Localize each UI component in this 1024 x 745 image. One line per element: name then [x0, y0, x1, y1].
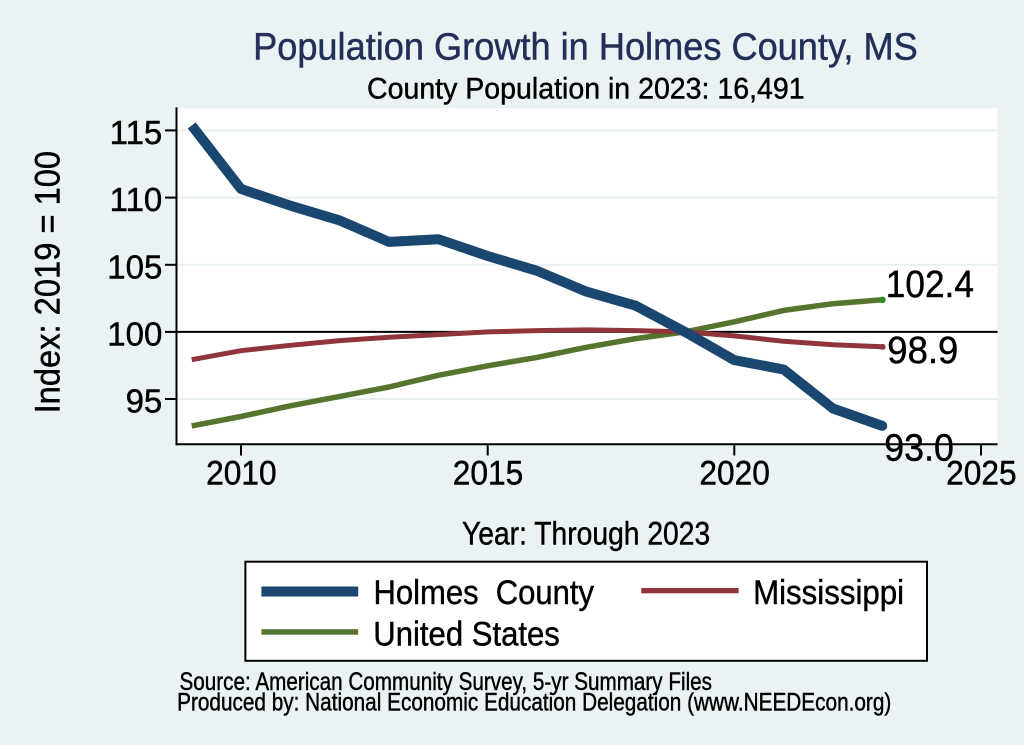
svg-text:Mississippi: Mississippi [753, 574, 904, 612]
svg-text:County Population in 2023: 16,: County Population in 2023: 16,491 [367, 73, 805, 106]
svg-text:110: 110 [110, 181, 163, 218]
svg-text:2025: 2025 [946, 455, 1017, 493]
svg-text:2015: 2015 [453, 455, 524, 493]
svg-text:United States: United States [373, 616, 560, 654]
svg-text:Population Growth in Holmes Co: Population Growth in Holmes County, MS [253, 27, 918, 69]
svg-text:95: 95 [126, 383, 163, 420]
svg-text:Produced by: National Economic: Produced by: National Economic Education… [177, 689, 891, 717]
svg-text:Source: American Community Sur: Source: American Community Survey, 5-yr … [180, 668, 713, 696]
svg-text:Year: Through 2023: Year: Through 2023 [462, 515, 710, 551]
svg-text:Holmes County: Holmes County [374, 574, 595, 612]
svg-text:115: 115 [110, 114, 163, 151]
svg-text:105: 105 [107, 248, 162, 285]
svg-text:102.4: 102.4 [886, 264, 974, 306]
svg-text:2010: 2010 [206, 455, 277, 493]
svg-text:93.0: 93.0 [884, 428, 954, 470]
svg-text:2020: 2020 [699, 455, 770, 493]
svg-text:Index: 2019 = 100: Index: 2019 = 100 [29, 151, 68, 414]
svg-text:100: 100 [107, 315, 162, 352]
svg-text:98.9: 98.9 [887, 330, 958, 372]
